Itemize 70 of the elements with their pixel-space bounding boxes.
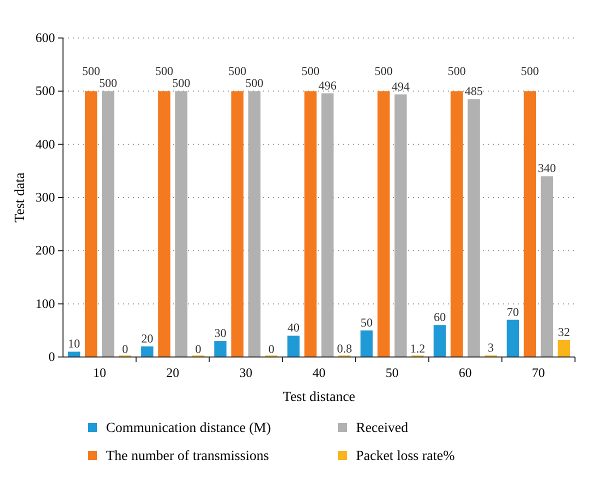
y-tick-label: 0 xyxy=(48,349,55,364)
bar xyxy=(321,93,334,357)
data-label: 500 xyxy=(155,64,174,78)
data-label: 3 xyxy=(488,340,494,354)
bar xyxy=(158,91,170,357)
bar xyxy=(540,176,554,357)
x-tick-label: 30 xyxy=(239,365,252,380)
bar xyxy=(524,91,536,357)
data-label: 496 xyxy=(318,78,337,92)
bar xyxy=(248,91,260,357)
bar xyxy=(506,320,520,357)
x-tick-label: 70 xyxy=(532,365,545,380)
data-label: 60 xyxy=(434,310,446,324)
bar xyxy=(468,99,480,357)
bar xyxy=(231,91,244,357)
data-label: 40 xyxy=(287,320,300,335)
data-label: 500 xyxy=(172,76,190,90)
data-label: 500 xyxy=(82,64,100,78)
x-tick-label: 40 xyxy=(312,365,326,380)
x-tick-label: 10 xyxy=(93,365,106,380)
data-label: 32 xyxy=(558,324,570,339)
bar xyxy=(102,91,114,357)
bar xyxy=(141,346,154,357)
bar xyxy=(434,325,446,357)
data-label: 50 xyxy=(360,315,373,330)
data-label: 494 xyxy=(392,79,410,94)
legend-label: Packet loss rate% xyxy=(356,449,456,464)
data-label: 10 xyxy=(68,336,80,351)
data-label: 70 xyxy=(506,304,519,319)
data-label: 0.8 xyxy=(337,342,352,356)
data-label: 500 xyxy=(448,64,466,78)
data-label: 500 xyxy=(301,64,320,78)
legend-label: Communication distance (M) xyxy=(106,421,272,436)
bar xyxy=(450,91,463,357)
x-tick-label: 50 xyxy=(386,365,399,380)
x-tick-label: 60 xyxy=(458,365,472,380)
legend-label: The number of transmissions xyxy=(106,449,269,464)
data-label: 0 xyxy=(122,342,128,356)
data-label: 30 xyxy=(214,326,226,340)
bar xyxy=(360,330,373,357)
y-tick-label: 600 xyxy=(36,30,55,45)
y-tick-label: 200 xyxy=(36,242,55,258)
data-label: 500 xyxy=(99,76,118,90)
legend-label: Received xyxy=(356,421,408,436)
y-axis-title: Test data xyxy=(13,172,28,222)
data-label: 1.2 xyxy=(410,341,426,356)
bar xyxy=(558,340,570,357)
data-label: 500 xyxy=(374,64,393,78)
data-label: 500 xyxy=(520,64,539,78)
data-label: 500 xyxy=(245,76,264,90)
y-tick-label: 400 xyxy=(36,136,55,152)
bar xyxy=(287,336,300,357)
bar xyxy=(175,91,188,357)
data-label: 0 xyxy=(268,342,274,356)
bar xyxy=(304,91,317,357)
data-label: 0 xyxy=(195,342,202,356)
y-tick-label: 500 xyxy=(36,83,55,98)
y-tick-label: 100 xyxy=(36,296,55,311)
bar xyxy=(84,91,98,357)
data-label: 500 xyxy=(228,64,246,78)
data-label: 20 xyxy=(141,331,154,346)
x-axis-title: Test distance xyxy=(282,390,356,405)
bar xyxy=(68,352,80,357)
bar xyxy=(214,341,226,357)
data-label: 340 xyxy=(538,161,556,176)
bar xyxy=(378,91,390,357)
x-tick-label: 20 xyxy=(166,365,180,380)
y-tick-label: 300 xyxy=(36,190,55,204)
data-label: 485 xyxy=(464,84,483,98)
bar xyxy=(394,94,407,357)
